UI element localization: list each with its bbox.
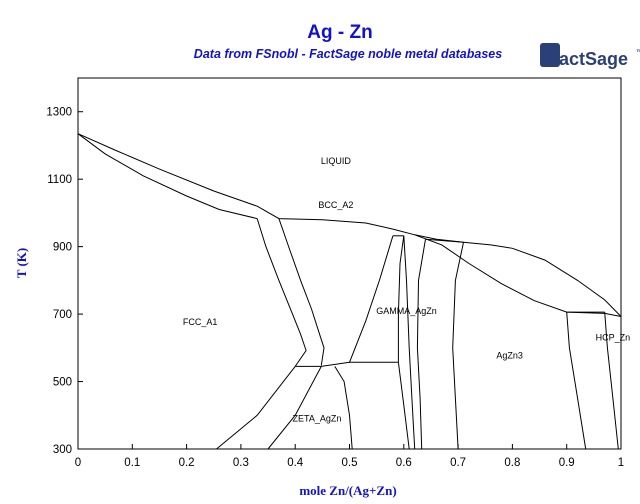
x-tick-label: 0.4	[287, 457, 304, 469]
phase-boundary-fcc-solidus	[77, 133, 258, 220]
x-tick-label: 0	[75, 457, 81, 469]
phase-boundary-fcc-bcc-left-upper	[278, 218, 325, 366]
phase-region-label: AgZn3	[496, 351, 523, 361]
logo-mark: ™	[636, 48, 640, 57]
phase-boundary-agzn3-liquid-lower	[414, 234, 622, 317]
y-tick-label: 300	[53, 444, 72, 456]
phase-boundary-zeta-center	[334, 366, 353, 450]
x-tick-label: 1	[618, 457, 624, 469]
phase-boundary-liquidus	[77, 133, 622, 317]
chart-subtitle: Data from FSnobl - FactSage noble metal …	[194, 47, 502, 61]
phase-region-label: ZETA_AgZn	[292, 413, 341, 423]
x-tick-label: 0.6	[396, 457, 412, 469]
x-tick-label: 0.9	[559, 457, 575, 469]
x-tick-label: 0.1	[124, 457, 140, 469]
x-tick-label: 0.8	[504, 457, 520, 469]
phase-region-label: GAMMA_AgZn	[376, 306, 437, 316]
plot-area	[77, 77, 622, 450]
chart-title: Ag - Zn	[307, 22, 372, 43]
x-tick-label: 0.3	[233, 457, 249, 469]
phase-region-label: LIQUID	[321, 156, 352, 166]
phase-boundary-gamma-agzn3-left	[416, 239, 426, 450]
phase-boundary-gamma-right-bottom	[397, 362, 410, 450]
factsage-logo: FactSage ™	[540, 43, 640, 69]
y-axis: 300 500 700 900 1100 1300	[46, 107, 83, 456]
phase-boundary-bcc-gamma-right	[397, 235, 405, 363]
phase-boundaries	[77, 133, 622, 450]
x-tick-label: 0.5	[342, 457, 358, 469]
phase-boundary-fcc-bcc-left-lower	[256, 218, 307, 367]
y-tick-label: 1100	[47, 174, 72, 186]
y-axis-title: T (K)	[14, 248, 29, 278]
logo-text: FactSage	[548, 49, 628, 69]
phase-boundary-zeta-right	[267, 366, 322, 450]
x-axis-title: mole Zn/(Ag+Zn)	[299, 483, 396, 498]
x-axis: 0 0.1 0.2 0.3 0.4 0.5 0.6 0.7 0.8 0.9 1	[75, 444, 624, 469]
y-tick-label: 700	[53, 309, 72, 321]
phase-boundary-gamma-right-2	[403, 235, 416, 450]
y-tick-label: 900	[53, 242, 72, 254]
phase-region-labels: LIQUID BCC_A2 FCC_A1 GAMMA_AgZn AgZn3 HCP_Zn Z…	[183, 156, 630, 423]
phase-boundary-bcc-gamma-left	[349, 235, 394, 363]
x-tick-label: 0.7	[450, 457, 466, 469]
phase-boundary-agzn3-hcp-left	[566, 312, 587, 450]
y-tick-label: 1300	[46, 107, 72, 119]
phase-boundary-zeta-gamma-line	[321, 361, 350, 367]
phase-boundary-hcp-right	[604, 312, 619, 450]
y-tick-label: 500	[53, 377, 72, 389]
phase-boundary-zeta-left	[216, 366, 296, 450]
x-tick-label: 0.2	[179, 457, 195, 469]
phase-boundary-peritectic-line-2	[425, 238, 464, 243]
phase-region-label: FCC_A1	[183, 317, 218, 327]
phase-region-label: HCP_Zn	[596, 332, 631, 342]
logo-block	[540, 43, 560, 67]
phase-boundary-gamma-agzn3-right	[452, 242, 464, 450]
phase-region-label: BCC_A2	[318, 200, 353, 210]
